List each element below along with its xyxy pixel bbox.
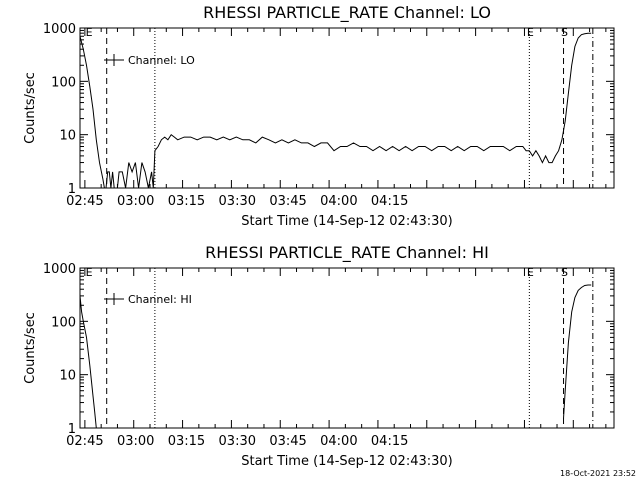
y-tick-label: 1000 <box>43 262 76 277</box>
x-tick-label: 03:15 <box>168 194 205 209</box>
x-axis-label-lo: Start Time (14-Sep-12 02:43:30) <box>241 214 452 229</box>
marker-label: E <box>527 26 534 39</box>
series-line <box>79 295 97 429</box>
panel-hi: RHESSI PARTICLE_RATE Channel: HI Counts/… <box>23 243 615 469</box>
y-tick-label: 100 <box>51 75 76 90</box>
series-line <box>79 32 592 189</box>
x-tick-label: 03:30 <box>219 194 256 209</box>
plot-frame <box>79 27 615 189</box>
x-tick-label: 03:00 <box>117 434 154 449</box>
x-tick-label: 02:45 <box>66 194 103 209</box>
y-tick-label: 1 <box>68 422 76 437</box>
footer-timestamp: 18-Oct-2021 23:52 <box>560 469 636 478</box>
legend-label-hi: Channel: HI <box>128 293 192 306</box>
x-tick-label: 04:15 <box>371 434 408 449</box>
y-tick-label: 10 <box>59 129 76 144</box>
legend-label-lo: Channel: LO <box>128 54 195 67</box>
marker-label: S <box>561 26 568 39</box>
x-tick-label: 02:45 <box>66 434 103 449</box>
y-tick-label: 1 <box>68 182 76 197</box>
x-tick-label: 04:00 <box>320 194 357 209</box>
x-tick-label: 04:00 <box>320 434 357 449</box>
marker-label: E <box>527 266 534 279</box>
x-axis-label-hi: Start Time (14-Sep-12 02:43:30) <box>241 454 452 469</box>
x-tick-label: 03:15 <box>168 434 205 449</box>
chart-title-lo: RHESSI PARTICLE_RATE Channel: LO <box>203 3 491 23</box>
x-tick-label: 03:00 <box>117 194 154 209</box>
y-axis-label-hi: Counts/sec <box>23 312 38 384</box>
plot-frame <box>79 267 615 429</box>
y-tick-label: 1000 <box>43 22 76 37</box>
marker-label: S <box>561 266 568 279</box>
x-tick-label: 03:30 <box>219 434 256 449</box>
y-axis-label-lo: Counts/sec <box>23 72 38 144</box>
marker-label: E <box>86 26 93 39</box>
series-line <box>563 284 592 419</box>
marker-label: E <box>86 266 93 279</box>
x-tick-label: 04:15 <box>371 194 408 209</box>
panel-lo: RHESSI PARTICLE_RATE Channel: LO Counts/… <box>23 3 615 229</box>
y-tick-label: 10 <box>59 369 76 384</box>
x-tick-label: 03:45 <box>269 194 306 209</box>
x-tick-label: 03:45 <box>269 434 306 449</box>
y-tick-label: 100 <box>51 315 76 330</box>
chart-title-hi: RHESSI PARTICLE_RATE Channel: HI <box>205 243 489 263</box>
